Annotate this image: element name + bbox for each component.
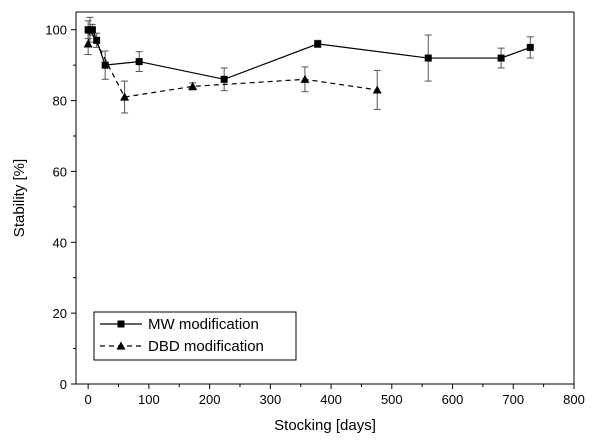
series-line xyxy=(88,30,377,97)
data-point xyxy=(314,40,321,47)
legend-marker xyxy=(118,321,125,328)
series-line xyxy=(88,30,530,80)
data-point xyxy=(221,76,228,83)
data-point xyxy=(527,44,534,51)
x-tick-label: 800 xyxy=(563,392,585,407)
plot-data xyxy=(84,17,534,113)
x-tick-label: 500 xyxy=(381,392,403,407)
x-tick-label: 700 xyxy=(502,392,524,407)
legend: MW modification DBD modification xyxy=(94,312,296,360)
y-tick-label: 60 xyxy=(53,164,67,179)
x-tick-label: 100 xyxy=(138,392,160,407)
data-point xyxy=(373,85,382,93)
data-point xyxy=(84,39,93,47)
y-axis-title: Stability [%] xyxy=(11,159,28,237)
data-point xyxy=(102,62,109,69)
x-tick-label: 400 xyxy=(320,392,342,407)
series-0 xyxy=(85,21,534,91)
data-point xyxy=(300,75,309,83)
series-1 xyxy=(84,17,382,113)
x-axis-title: Stocking [days] xyxy=(274,417,376,434)
data-point xyxy=(498,55,505,62)
y-tick-label: 40 xyxy=(53,235,67,250)
y-tick-label: 80 xyxy=(53,94,67,109)
x-tick-label: 600 xyxy=(442,392,464,407)
y-tick-label: 0 xyxy=(60,377,67,392)
x-tick-label: 300 xyxy=(259,392,281,407)
x-tick-label: 0 xyxy=(85,392,92,407)
data-point xyxy=(136,58,143,65)
y-tick-label: 20 xyxy=(53,306,67,321)
legend-label: DBD modification xyxy=(148,338,264,355)
y-tick-label: 100 xyxy=(45,23,67,38)
legend-label: MW modification xyxy=(148,316,259,333)
data-point xyxy=(425,55,432,62)
x-tick-label: 200 xyxy=(199,392,221,407)
